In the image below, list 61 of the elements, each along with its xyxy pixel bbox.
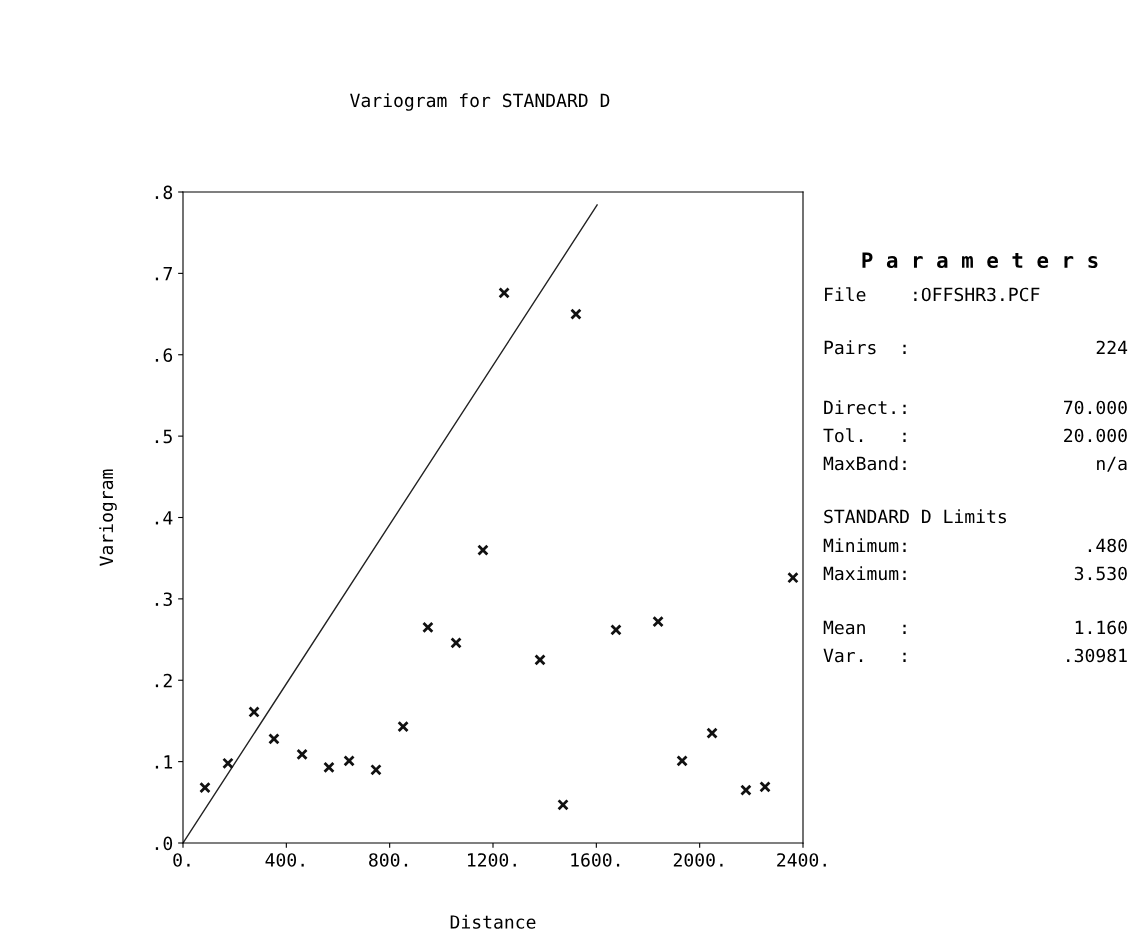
point xyxy=(706,727,718,739)
point xyxy=(248,706,260,718)
y-tick-label: .8 xyxy=(155,185,173,200)
y-tick-label: .7 xyxy=(155,267,172,281)
text: MaxBand: xyxy=(823,456,906,471)
x-axis-title: Distance xyxy=(450,914,536,929)
text: Tol. : xyxy=(823,428,906,443)
text: Maximum: xyxy=(823,566,906,581)
text: Minimum: xyxy=(823,538,906,553)
point xyxy=(397,720,409,733)
point xyxy=(199,781,211,794)
point xyxy=(740,784,752,796)
point xyxy=(610,624,622,636)
y-tick-label: .0 xyxy=(155,836,173,851)
point xyxy=(222,757,234,770)
text: 1.160 xyxy=(1075,620,1127,635)
text: Direct.: xyxy=(824,400,906,415)
chart-title: Variogram for STANDARD D xyxy=(350,93,610,111)
y-axis-title: Variogram xyxy=(99,469,117,566)
text: 70.000 xyxy=(1064,400,1127,415)
point xyxy=(759,781,771,793)
y-tick-label: .6 xyxy=(155,348,173,362)
y-tick-label: .2 xyxy=(155,673,172,688)
point xyxy=(652,615,664,628)
point xyxy=(450,637,462,649)
text: n/a xyxy=(1097,456,1127,472)
x-tick-label: 2400. xyxy=(777,853,826,867)
y-tick-label: .3 xyxy=(155,592,172,607)
text: 3.530 xyxy=(1074,566,1127,581)
point xyxy=(370,763,382,776)
point xyxy=(570,308,582,320)
point xyxy=(557,798,569,811)
text: .480 xyxy=(1088,538,1127,553)
text: STANDARD D Limits xyxy=(824,509,1007,524)
point xyxy=(343,755,355,767)
text: .30981 xyxy=(1067,648,1127,663)
x-tick-label: 1600. xyxy=(571,853,620,867)
y-tick-label: .1 xyxy=(155,755,173,769)
text: 20.000 xyxy=(1064,428,1127,443)
text: File :OFFSHR3.PCF xyxy=(825,287,1040,302)
point xyxy=(268,733,280,745)
point xyxy=(534,654,546,666)
x-tick-label: 0. xyxy=(173,853,190,867)
text: Mean : xyxy=(823,620,906,635)
point xyxy=(323,761,335,774)
x-tick-label: 2000. xyxy=(673,853,723,867)
text: P a r a m e t e r s xyxy=(862,252,1098,269)
y-tick-label: .4 xyxy=(155,511,173,525)
point xyxy=(787,571,799,584)
x-tick-label: 1200. xyxy=(467,853,516,867)
x-tick-label: 800. xyxy=(369,853,408,867)
x-tick-label: 400. xyxy=(265,853,304,867)
text: Var. : xyxy=(823,648,906,663)
point xyxy=(477,544,489,556)
point xyxy=(676,755,688,767)
point xyxy=(498,287,510,299)
point xyxy=(296,748,308,761)
point xyxy=(422,621,434,634)
text: Pairs : xyxy=(824,340,906,355)
y-tick-label: .5 xyxy=(155,429,172,444)
text: 224 xyxy=(1096,340,1128,355)
